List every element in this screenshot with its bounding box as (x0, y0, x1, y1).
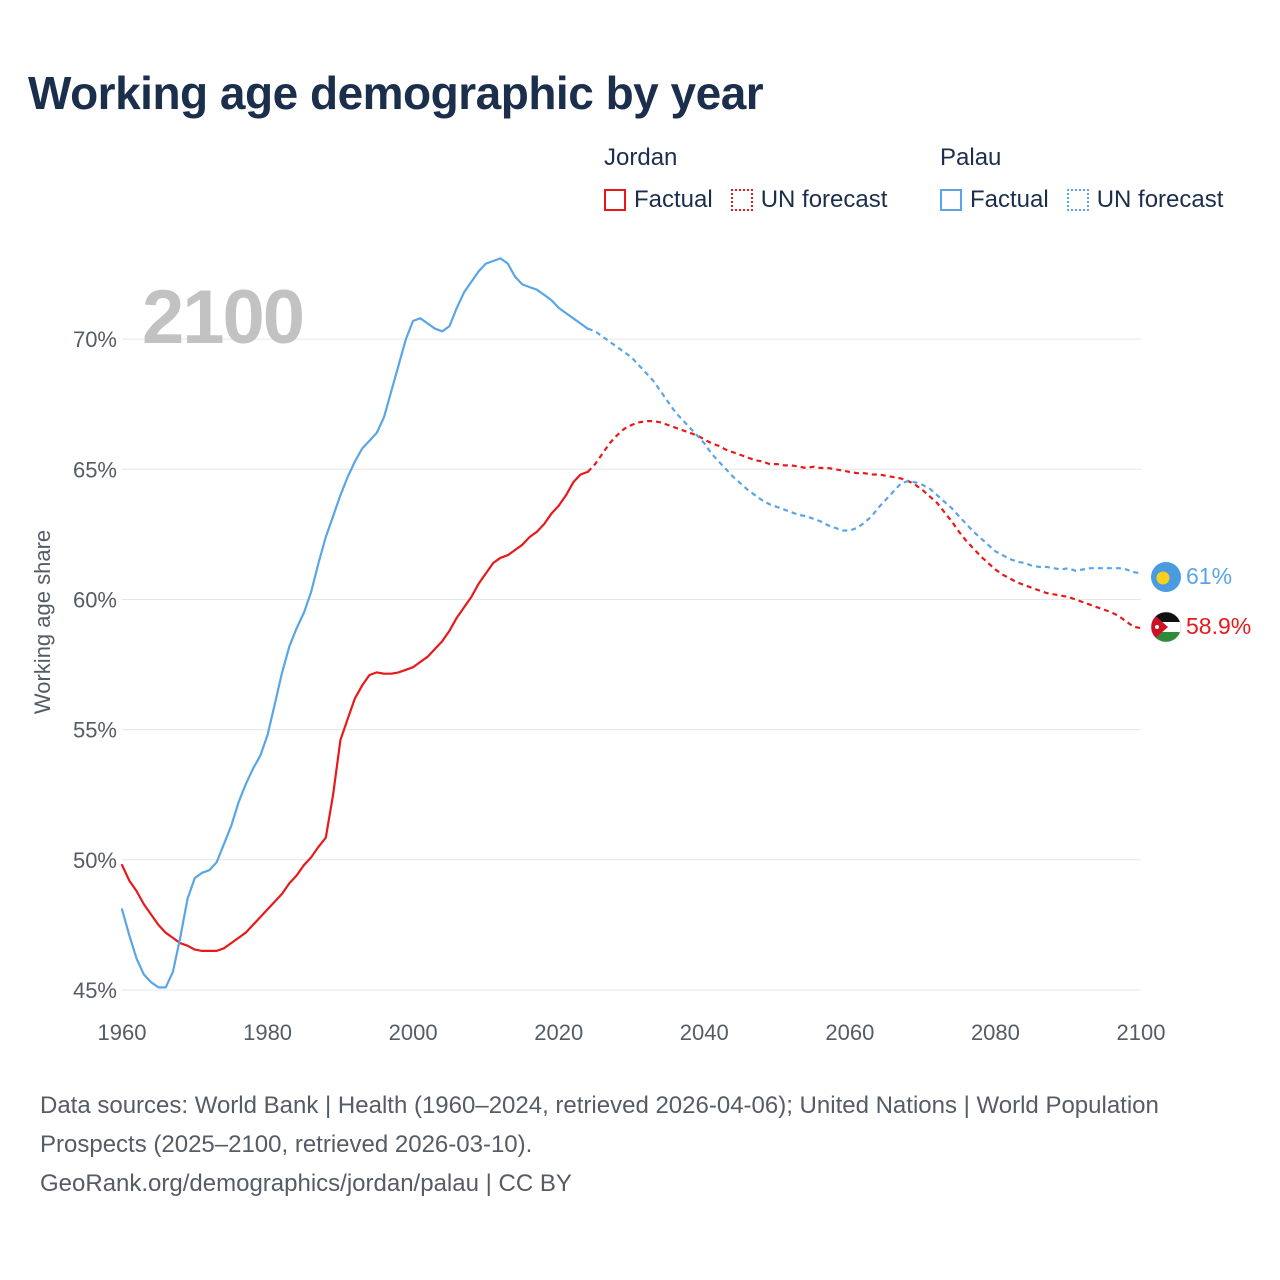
series-lines (120, 257, 1142, 989)
palau-end-label: 61% (1186, 563, 1232, 589)
x-axis: 1960 1980 2000 2020 2040 2060 2080 2100 (98, 1020, 1166, 1045)
x-tick-label: 2000 (389, 1020, 438, 1045)
palau-factual-line (120, 257, 589, 989)
chart-title: Working age demographic by year (28, 67, 764, 119)
y-axis: 45% 50% 55% 60% 65% 70% (73, 327, 117, 1003)
legend-label: UN forecast (760, 186, 888, 213)
y-tick-label: 65% (73, 457, 117, 482)
legend-swatch-solid (604, 189, 626, 211)
legend-item-palau-factual[interactable]: Factual (940, 186, 1049, 214)
legend-item-jordan-forecast[interactable]: UN forecast (730, 186, 888, 214)
legend-swatch-solid (940, 189, 962, 211)
jordan-factual-line (120, 470, 589, 953)
jordan-flag-icon (1151, 612, 1181, 642)
legend-label: Factual (970, 186, 1049, 213)
x-tick-label: 2060 (825, 1020, 874, 1045)
x-tick-label: 1960 (98, 1020, 147, 1045)
x-tick-label: 2020 (534, 1020, 583, 1045)
y-tick-label: 45% (73, 978, 117, 1003)
palau-flag-icon (1151, 562, 1181, 592)
legend-item-palau-forecast[interactable]: UN forecast (1066, 186, 1224, 214)
y-tick-label: 55% (73, 718, 117, 743)
x-tick-label: 2100 (1117, 1020, 1166, 1045)
gridlines (122, 338, 1141, 991)
line-chart: 2100 45% 50% 55% 60% 65% 70% 1960 1980 2000 2020… (30, 257, 1251, 1045)
palau-forecast-line (587, 327, 1142, 575)
y-axis-label: Working age share (30, 530, 55, 714)
y-tick-label: 50% (73, 848, 117, 873)
data-sources: Data sources: World Bank | Health (1960–… (40, 1092, 1159, 1158)
jordan-forecast-line (586, 420, 1142, 630)
legend-group-palau: Palau Factual UN forecast (940, 144, 1223, 214)
credit-line: GeoRank.org/demographics/jordan/palau | … (40, 1170, 572, 1197)
legend-item-jordan-factual[interactable]: Factual (604, 186, 713, 214)
footer: Data sources: World Bank | Health (1960–… (40, 1086, 1240, 1203)
year-watermark: 2100 (142, 275, 303, 360)
legend-group-title: Jordan (604, 144, 678, 171)
y-tick-label: 70% (73, 327, 117, 352)
jordan-end-label: 58.9% (1186, 613, 1251, 639)
legend-label: UN forecast (1096, 186, 1224, 213)
y-tick-label: 60% (73, 587, 117, 612)
legend-label: Factual (634, 186, 713, 213)
legend-swatch-dotted (1066, 189, 1089, 211)
x-tick-label: 1980 (243, 1020, 292, 1045)
legend-group-jordan: Jordan Factual UN forecast (604, 144, 905, 214)
x-tick-label: 2040 (680, 1020, 729, 1045)
legend-swatch-dotted (730, 189, 753, 211)
x-tick-label: 2080 (971, 1020, 1020, 1045)
legend-group-title: Palau (940, 144, 1002, 171)
